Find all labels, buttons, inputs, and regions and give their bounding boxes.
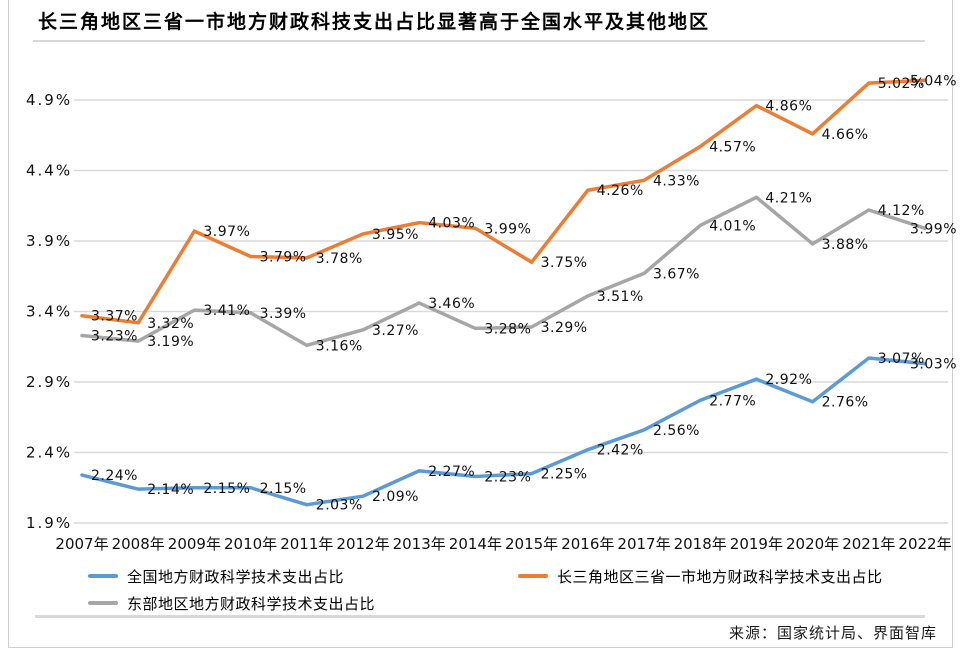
legend-label-national: 全国地方财政科学技术支出占比 bbox=[127, 567, 345, 586]
footer-divider bbox=[35, 615, 925, 618]
data-label-series2-2009年: 3.41% bbox=[203, 303, 250, 319]
x-tick-label: 2017年 bbox=[617, 535, 670, 553]
data-label-series2-2020年: 3.88% bbox=[822, 237, 869, 253]
x-tick-label: 2007年 bbox=[55, 535, 108, 553]
legend-label-yangtze-delta: 长三角地区三省一市地方财政科学技术支出占比 bbox=[557, 567, 883, 586]
page-border-bottom bbox=[8, 647, 953, 648]
data-label-series0-2010年: 2.15% bbox=[260, 481, 307, 497]
data-label-series1-2008年: 3.32% bbox=[147, 316, 194, 332]
data-label-series1-2016年: 4.26% bbox=[597, 183, 644, 199]
data-label-series0-2013年: 2.27% bbox=[428, 464, 475, 480]
data-label-series0-2022年: 3.03% bbox=[910, 357, 957, 373]
data-label-series2-2012年: 3.27% bbox=[372, 323, 419, 339]
data-label-series2-2017年: 3.67% bbox=[653, 266, 700, 282]
data-label-series1-2021年: 5.02% bbox=[878, 76, 925, 92]
data-label-series1-2018年: 4.57% bbox=[709, 140, 756, 156]
x-tick-label: 2012年 bbox=[336, 535, 389, 553]
page-border-left bbox=[8, 0, 9, 648]
source-note: 来源：国家统计局、界面智库 bbox=[728, 624, 937, 642]
data-label-series0-2011年: 2.03% bbox=[316, 498, 363, 514]
data-label-series0-2009年: 2.15% bbox=[203, 481, 250, 497]
data-label-series0-2012年: 2.09% bbox=[372, 489, 419, 505]
x-tick-label: 2015年 bbox=[505, 535, 558, 553]
data-label-series1-2012年: 3.95% bbox=[372, 227, 419, 243]
data-label-series2-2015年: 3.29% bbox=[541, 320, 588, 336]
data-label-series0-2018年: 2.77% bbox=[709, 393, 756, 409]
x-tick-label: 2011年 bbox=[280, 535, 333, 553]
y-tick-label: 2.4% bbox=[26, 444, 72, 462]
data-label-series2-2011年: 3.16% bbox=[316, 338, 363, 354]
data-label-series1-2019年: 4.86% bbox=[765, 99, 812, 115]
x-tick-label: 2018年 bbox=[674, 535, 727, 553]
legend-item-eastern: 东部地区地方财政科学技术支出占比 bbox=[88, 593, 375, 613]
chart-title: 长三角地区三省一市地方财政科技支出占比显著高于全国水平及其他地区 bbox=[38, 11, 711, 33]
title-divider bbox=[33, 40, 925, 42]
series-line-0 bbox=[80, 356, 927, 507]
x-tick-label: 2010年 bbox=[224, 535, 277, 553]
legend-item-yangtze-delta: 长三角地区三省一市地方财政科学技术支出占比 bbox=[518, 566, 883, 586]
data-label-series2-2018年: 4.01% bbox=[709, 218, 756, 234]
data-label-series2-2016年: 3.51% bbox=[597, 289, 644, 305]
y-tick-label: 4.4% bbox=[26, 162, 72, 180]
data-label-series1-2014年: 3.99% bbox=[484, 221, 531, 237]
x-tick-label: 2016年 bbox=[561, 535, 614, 553]
series-line-1 bbox=[80, 78, 927, 325]
x-tick-label: 2019年 bbox=[730, 535, 783, 553]
x-tick-label: 2021年 bbox=[842, 535, 895, 553]
data-label-series2-2013年: 3.46% bbox=[428, 296, 475, 312]
data-label-series2-2022年: 3.99% bbox=[910, 221, 957, 237]
data-label-series2-2019年: 4.21% bbox=[765, 190, 812, 206]
data-label-series1-2020年: 4.66% bbox=[822, 127, 869, 143]
data-label-series0-2016年: 2.42% bbox=[597, 443, 644, 459]
x-tick-label: 2009年 bbox=[168, 535, 221, 553]
legend-label-eastern: 东部地区地方财政科学技术支出占比 bbox=[127, 594, 376, 613]
data-label-series1-2022年: 5.04% bbox=[910, 73, 957, 89]
data-label-series0-2017年: 2.56% bbox=[653, 423, 700, 439]
y-tick-label: 3.9% bbox=[26, 232, 72, 250]
data-label-series0-2008年: 2.14% bbox=[147, 482, 194, 498]
legend-item-national: 全国地方财政科学技术支出占比 bbox=[88, 566, 344, 586]
legend-line-swatch-gray bbox=[88, 601, 118, 605]
data-label-series1-2007年: 3.37% bbox=[91, 309, 138, 325]
data-label-series0-2019年: 2.92% bbox=[765, 372, 812, 388]
data-label-series1-2013年: 4.03% bbox=[428, 216, 475, 232]
y-tick-label: 1.9% bbox=[26, 514, 72, 532]
y-tick-label: 2.9% bbox=[26, 373, 72, 391]
y-tick-label: 3.4% bbox=[26, 303, 72, 321]
page-border-right bbox=[952, 0, 953, 648]
x-tick-label: 2022年 bbox=[898, 535, 951, 553]
legend-line-swatch-orange bbox=[518, 574, 548, 578]
data-label-series2-2014年: 3.28% bbox=[484, 321, 531, 337]
data-label-series0-2021年: 3.07% bbox=[878, 351, 925, 367]
x-tick-label: 2020年 bbox=[786, 535, 839, 553]
y-tick-label: 4.9% bbox=[26, 91, 72, 109]
data-label-series2-2008年: 3.19% bbox=[147, 334, 194, 350]
data-label-series1-2011年: 3.78% bbox=[316, 251, 363, 267]
data-label-series1-2009年: 3.97% bbox=[203, 224, 250, 240]
legend-line-swatch-blue bbox=[88, 574, 118, 578]
data-label-series0-2007年: 2.24% bbox=[91, 468, 138, 484]
x-tick-label: 2013年 bbox=[393, 535, 446, 553]
data-label-series2-2021年: 4.12% bbox=[878, 203, 925, 219]
series-line-2 bbox=[80, 195, 927, 348]
data-label-series0-2014年: 2.23% bbox=[484, 469, 531, 485]
data-label-series0-2020年: 2.76% bbox=[822, 395, 869, 411]
data-label-series2-2007年: 3.23% bbox=[91, 328, 138, 344]
x-tick-label: 2014年 bbox=[449, 535, 502, 553]
data-label-series1-2015年: 3.75% bbox=[541, 255, 588, 271]
data-label-series1-2017年: 4.33% bbox=[653, 173, 700, 189]
data-label-series0-2015年: 2.25% bbox=[541, 467, 588, 483]
x-tick-label: 2008年 bbox=[112, 535, 165, 553]
data-label-series2-2010年: 3.39% bbox=[260, 306, 307, 322]
data-label-series1-2010年: 3.79% bbox=[260, 250, 307, 266]
